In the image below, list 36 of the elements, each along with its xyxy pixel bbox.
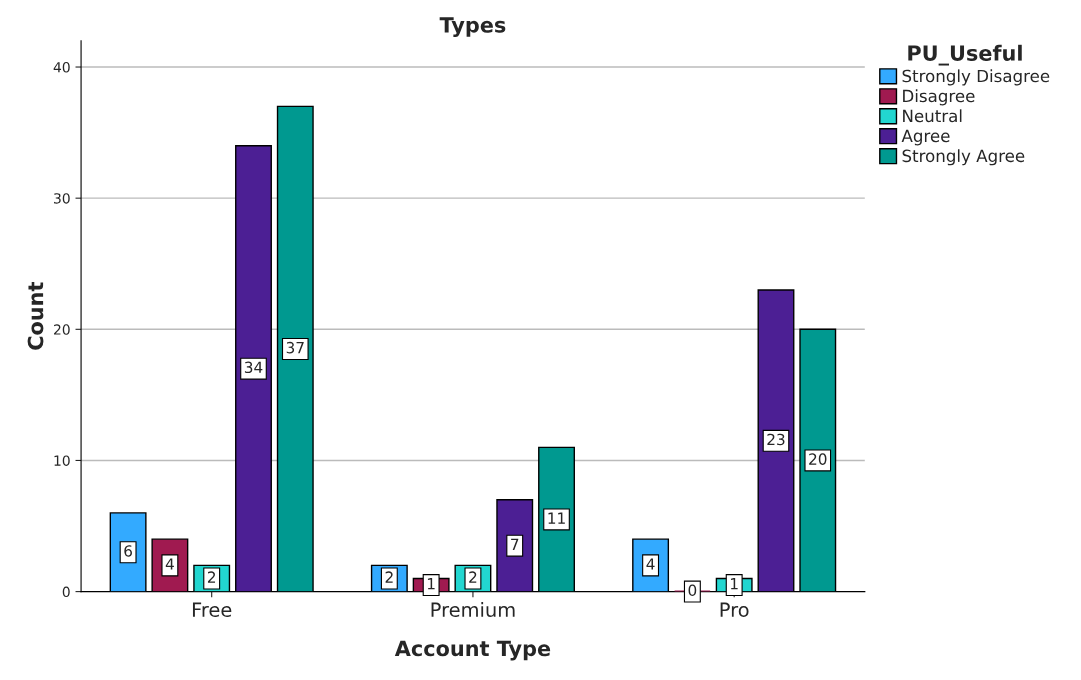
y-tick-label: 20 [54, 324, 70, 335]
bar [276, 105, 314, 592]
data-label: 2 [385, 571, 393, 583]
legend-label: Disagree [903, 89, 975, 106]
data-label: 2 [469, 571, 477, 583]
chart-title: Types [439, 17, 506, 37]
data-label: 11 [548, 512, 565, 524]
data-label: 20 [809, 453, 827, 465]
legend-label: Strongly Disagree [902, 69, 1050, 86]
y-tick-label: 10 [54, 455, 70, 466]
data-label: 34 [244, 361, 263, 374]
y-tick-label: 0 [62, 586, 70, 598]
bar [757, 289, 795, 592]
data-label: 6 [124, 545, 132, 557]
data-label: 23 [767, 433, 785, 446]
y-tick-label: 40 [53, 62, 70, 73]
x-tick-label: Premium [431, 602, 515, 618]
y-tick-label: 30 [54, 193, 70, 204]
data-label: 2 [207, 571, 216, 583]
x-axis-title: Account Type [394, 640, 551, 661]
legend-label: Agree [901, 129, 950, 146]
data-label: 7 [511, 538, 519, 550]
data-label: 4 [165, 558, 174, 570]
bar [799, 328, 837, 592]
legend-title: PU_Useful [908, 44, 1022, 66]
bar [235, 145, 272, 592]
data-label: 1 [731, 578, 738, 590]
data-label: 0 [688, 584, 697, 597]
data-label: 37 [286, 341, 304, 354]
data-label: 4 [646, 558, 655, 570]
data-label: 1 [427, 578, 435, 590]
legend-label: Strongly Agree [902, 149, 1025, 166]
legend-label: Neutral [903, 109, 962, 123]
y-axis-title: Count [27, 282, 44, 350]
x-tick-label: Pro [720, 602, 749, 618]
x-tick-label: Free [192, 602, 232, 618]
